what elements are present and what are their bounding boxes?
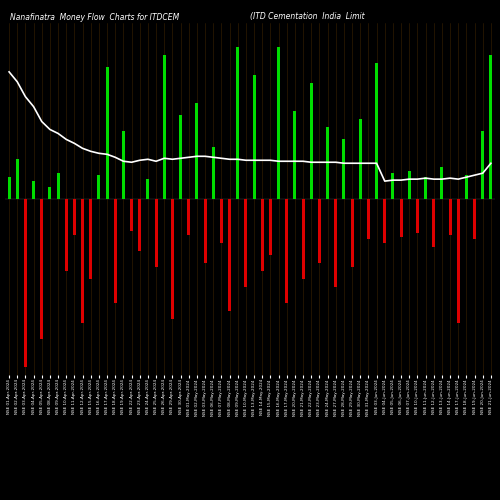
Bar bbox=[350, 198, 354, 267]
Bar bbox=[212, 146, 214, 199]
Bar bbox=[48, 186, 51, 198]
Bar bbox=[465, 174, 468, 199]
Bar bbox=[179, 114, 182, 198]
Bar bbox=[342, 138, 345, 198]
Bar bbox=[196, 102, 198, 198]
Bar bbox=[8, 176, 10, 199]
Bar bbox=[432, 198, 435, 247]
Bar bbox=[81, 198, 84, 323]
Bar bbox=[244, 198, 248, 287]
Bar bbox=[310, 82, 312, 198]
Bar bbox=[457, 198, 460, 323]
Bar bbox=[130, 198, 133, 231]
Bar bbox=[236, 46, 239, 199]
Bar bbox=[188, 198, 190, 235]
Bar bbox=[163, 54, 166, 199]
Bar bbox=[56, 172, 59, 199]
Bar bbox=[424, 176, 427, 199]
Bar bbox=[334, 198, 337, 287]
Bar bbox=[384, 198, 386, 243]
Bar bbox=[277, 46, 280, 199]
Bar bbox=[65, 198, 68, 271]
Bar bbox=[408, 170, 410, 198]
Bar bbox=[90, 198, 92, 279]
Bar bbox=[416, 198, 419, 233]
Bar bbox=[482, 130, 484, 198]
Bar bbox=[16, 158, 18, 198]
Bar bbox=[138, 198, 141, 251]
Bar bbox=[392, 172, 394, 199]
Bar bbox=[473, 198, 476, 239]
Bar bbox=[228, 198, 231, 311]
Bar bbox=[154, 198, 158, 267]
Bar bbox=[318, 198, 321, 263]
Text: Nanafinatra  Money Flow  Charts for ITDCEM: Nanafinatra Money Flow Charts for ITDCEM bbox=[10, 12, 179, 22]
Bar bbox=[261, 198, 264, 271]
Bar bbox=[98, 174, 100, 199]
Bar bbox=[440, 166, 444, 198]
Bar bbox=[40, 198, 43, 339]
Bar bbox=[269, 198, 272, 255]
Bar bbox=[122, 130, 125, 198]
Bar bbox=[359, 118, 362, 198]
Bar bbox=[252, 74, 256, 198]
Bar bbox=[171, 198, 174, 319]
Text: (ITD Cementation  India  Limit: (ITD Cementation India Limit bbox=[250, 12, 364, 22]
Bar bbox=[367, 198, 370, 239]
Bar bbox=[204, 198, 206, 263]
Bar bbox=[106, 66, 108, 198]
Bar bbox=[294, 110, 296, 198]
Bar bbox=[286, 198, 288, 303]
Bar bbox=[114, 198, 116, 303]
Bar bbox=[24, 198, 27, 367]
Bar bbox=[32, 180, 35, 198]
Bar bbox=[490, 54, 492, 199]
Bar bbox=[73, 198, 76, 235]
Bar bbox=[375, 62, 378, 198]
Bar bbox=[448, 198, 452, 235]
Bar bbox=[302, 198, 304, 279]
Bar bbox=[146, 178, 150, 199]
Bar bbox=[326, 126, 329, 198]
Bar bbox=[220, 198, 223, 243]
Bar bbox=[400, 198, 402, 237]
